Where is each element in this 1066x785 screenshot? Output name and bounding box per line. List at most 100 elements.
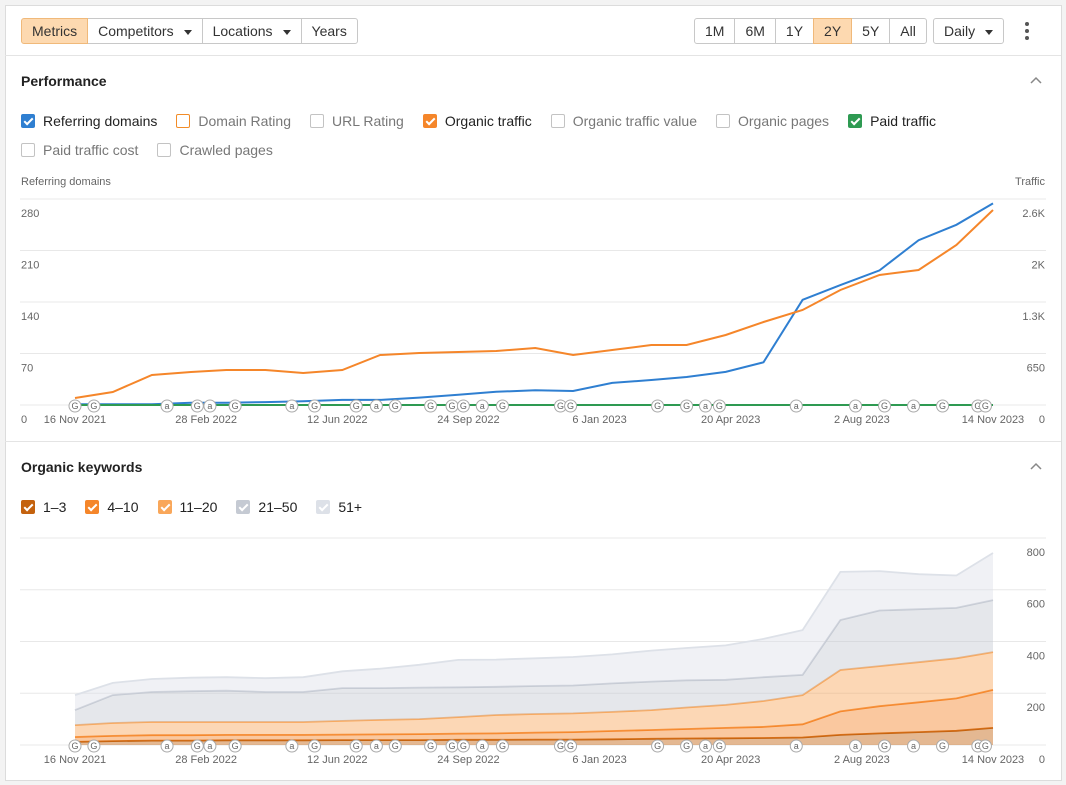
checkbox[interactable] [848,114,863,128]
event-marker-label: a [853,741,858,751]
metric-legend: Referring domains Domain Rating URL Rating… [21,113,1051,158]
event-marker-label: G [71,401,78,411]
event-marker-label: G [499,741,506,751]
range-button[interactable]: All [889,18,927,44]
legend-item[interactable]: Paid traffic [848,113,936,129]
event-marker-label: G [716,741,723,751]
metric-tab[interactable]: Years [300,18,358,44]
checkbox[interactable] [21,114,35,128]
y2-tick-label: 0 [1039,414,1045,426]
event-marker [878,739,892,753]
checkbox[interactable] [716,114,730,128]
event-marker [651,739,665,753]
event-marker-label: a [794,741,799,751]
legend-label: 21–50 [258,499,298,515]
legend-item[interactable]: 4–10 [85,499,139,515]
event-marker-label: G [232,401,239,411]
checkbox[interactable] [157,500,172,514]
event-marker-label: G [311,401,318,411]
legend-item[interactable]: URL Rating [310,113,404,129]
event-marker [190,739,204,753]
event-marker-label: G [683,741,690,751]
event-marker-label: G [449,401,456,411]
y-tick-label: 280 [21,208,39,220]
event-marker [978,399,992,413]
event-marker-label: G [392,401,399,411]
event-marker-label: G [194,741,201,751]
range-buttons: 1M 6M 1Y 2Y 5Y All [694,18,927,44]
collapse-toggle[interactable] [1029,460,1043,472]
event-marker-label: G [567,741,574,751]
event-marker-label: a [374,741,379,751]
checkbox[interactable] [236,500,251,514]
checkbox[interactable] [21,500,35,514]
metric-tab[interactable]: Metrics [21,18,89,44]
series-area [75,600,993,726]
checkbox[interactable] [422,114,437,128]
legend-item[interactable]: Organic traffic [422,113,532,129]
event-marker [308,739,322,753]
checkbox[interactable] [310,114,324,128]
legend-item[interactable]: Organic traffic value [550,113,697,129]
event-marker [228,739,242,753]
x-tick-label: 6 Jan 2023 [572,754,626,766]
legend-item[interactable]: 21–50 [236,499,297,515]
event-marker [907,739,921,753]
x-tick-label: 12 Jun 2022 [307,414,368,426]
event-marker [349,739,363,753]
metric-tab[interactable]: Locations [201,18,302,44]
checkbox[interactable] [21,143,35,157]
keyword-legend: 1–3 4–10 11–20 21–50 51+ [21,499,362,515]
checkbox[interactable] [550,114,565,128]
event-marker [87,739,101,753]
range-button[interactable]: 6M [734,18,776,44]
legend-label: Paid traffic cost [43,142,139,158]
event-marker [68,739,82,753]
range-button[interactable]: 2Y [813,18,853,44]
legend-item[interactable]: 51+ [316,499,362,515]
y-tick-label: 600 [1027,599,1045,611]
event-marker-label: G [460,741,467,751]
interval-dropdown[interactable]: Daily [933,18,1005,44]
event-marker-label: G [232,741,239,751]
legend-item[interactable]: Paid traffic cost [21,142,138,158]
metric-tab[interactable]: Competitors [87,18,203,44]
x-tick-label: 24 Sep 2022 [437,414,499,426]
event-marker-label: a [165,741,170,751]
event-marker [349,399,363,413]
legend-item[interactable]: 1–3 [21,499,66,515]
event-marker-label: G [557,741,564,751]
event-marker-label: G [353,741,360,751]
x-tick-label: 20 Apr 2023 [701,754,760,766]
series-area [75,553,993,711]
legend-item[interactable]: 11–20 [157,499,217,515]
checkbox[interactable] [85,500,100,514]
event-marker [424,399,438,413]
event-marker-label: G [427,401,434,411]
legend-item[interactable]: Crawled pages [157,142,273,158]
more-menu[interactable] [1020,20,1034,42]
checkbox[interactable] [176,114,191,128]
event-marker-label: G [194,401,201,411]
legend-item[interactable]: Organic pages [716,113,829,129]
event-marker [849,399,863,413]
series-line [74,727,994,743]
range-button[interactable]: 5Y [851,18,891,44]
checkbox[interactable] [157,143,172,157]
panel [5,5,1062,781]
legend-label: 4–10 [107,499,139,515]
range-button[interactable]: 1Y [774,18,815,44]
range-button[interactable]: 1M [694,18,736,44]
event-marker [878,399,892,413]
collapse-toggle[interactable] [1029,74,1043,86]
event-marker-label: a [480,401,485,411]
event-marker [789,399,803,413]
legend-item[interactable]: Referring domains [21,113,157,129]
event-marker [698,739,712,753]
legend-item[interactable]: Domain Rating [176,113,291,129]
keywords-chart: 0 200 400 600 800 16 Nov 2021 28 Feb 2022 12 Ju… [20,537,1046,766]
checkbox[interactable] [316,500,331,514]
y-tick-label: 210 [21,259,39,271]
divider [5,441,1061,442]
event-marker-label: G [881,401,888,411]
